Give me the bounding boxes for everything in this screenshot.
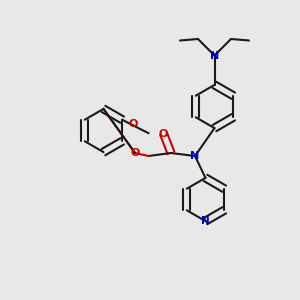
Text: N: N (190, 151, 200, 161)
Text: N: N (201, 216, 210, 226)
Text: O: O (129, 119, 138, 129)
Text: N: N (210, 50, 219, 61)
Text: O: O (130, 148, 140, 158)
Text: O: O (159, 128, 168, 139)
